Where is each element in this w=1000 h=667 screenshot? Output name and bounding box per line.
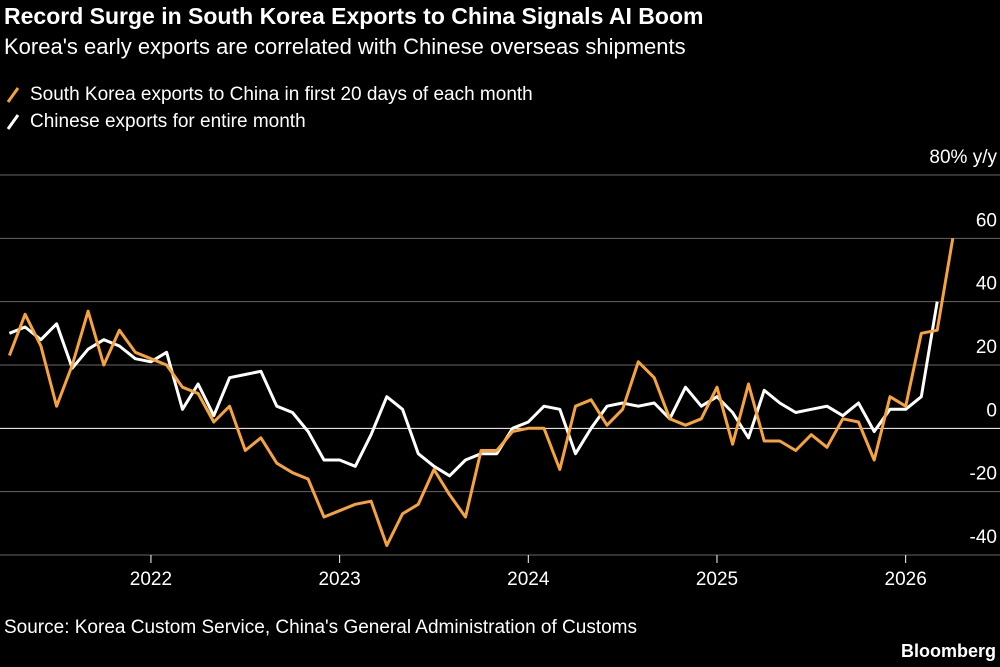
x-tick-label: 2023 bbox=[318, 569, 360, 590]
y-tick-label: 60 bbox=[976, 210, 997, 231]
y-tick-label: -40 bbox=[970, 527, 997, 548]
y-tick-label: 40 bbox=[976, 274, 997, 295]
chart-subtitle: Korea's early exports are correlated wit… bbox=[4, 34, 686, 59]
legend-label: South Korea exports to China in first 20… bbox=[30, 84, 533, 105]
y-tick-label: 20 bbox=[976, 337, 997, 358]
chart-title: Record Surge in South Korea Exports to C… bbox=[4, 3, 703, 29]
x-tick-label: 2022 bbox=[130, 569, 172, 590]
x-tick-label: 2026 bbox=[885, 569, 927, 590]
y-tick-label: -20 bbox=[970, 464, 997, 485]
legend-marker bbox=[6, 87, 20, 103]
y-tick-label: 80% y/y bbox=[929, 147, 997, 168]
legend-label: Chinese exports for entire month bbox=[30, 111, 306, 132]
x-tick-label: 2025 bbox=[696, 569, 738, 590]
x-tick-label: 2024 bbox=[507, 569, 550, 590]
series-line bbox=[7, 238, 955, 547]
brand: Bloomberg bbox=[901, 641, 996, 661]
series-line bbox=[8, 301, 939, 478]
source: Source: Korea Custom Service, China's Ge… bbox=[4, 617, 637, 638]
legend-marker bbox=[6, 114, 20, 130]
y-tick-label: 0 bbox=[986, 400, 997, 421]
